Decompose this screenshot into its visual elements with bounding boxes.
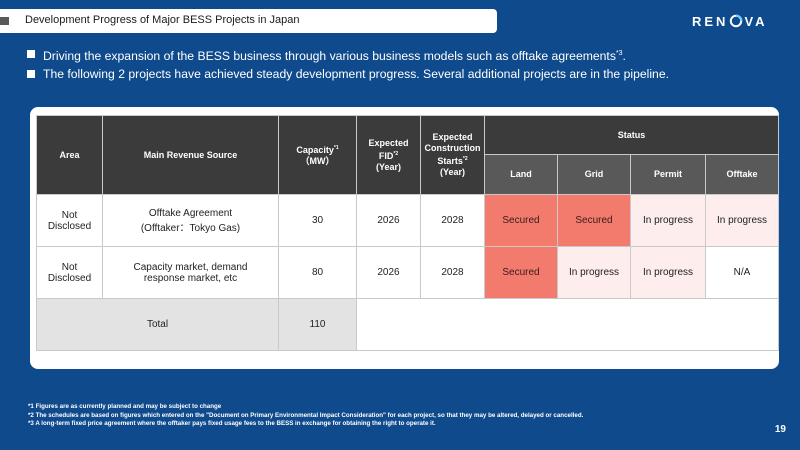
cell-capacity: 80: [278, 246, 357, 299]
cell-area: Not Disclosed: [36, 194, 103, 247]
bullet-text: Driving the expansion of the BESS busine…: [43, 49, 626, 64]
cell-fid: 2026: [356, 194, 421, 247]
header-land: Land: [484, 154, 558, 195]
footnote-1: *1 Figures are as currently planned and …: [28, 403, 222, 410]
logo-text-left: REN: [692, 13, 729, 29]
cell-permit: In progress: [630, 246, 706, 299]
footnote-2: *2 The schedules are based on figures wh…: [28, 411, 584, 419]
logo-text-right: VA: [744, 13, 768, 29]
cell-permit: In progress: [630, 194, 706, 247]
total-blank: [356, 298, 779, 351]
cell-land: Secured: [484, 194, 558, 247]
total-label: Total: [36, 298, 279, 351]
cell-revenue: Offtake Agreement (Offtaker：Tokyo Gas): [102, 194, 279, 247]
header-construction: Expected Construction Starts*2 (Year): [420, 115, 485, 195]
header-revenue: Main Revenue Source: [102, 115, 279, 195]
title-accent: [0, 17, 9, 25]
bullet-square-icon: [27, 50, 35, 58]
page-number: 19: [774, 424, 786, 435]
cell-offtake: In progress: [705, 194, 779, 247]
cell-land: Secured: [484, 246, 558, 299]
footnotes: *1 Figures are as currently planned and …: [28, 403, 583, 429]
header-status: Status: [484, 115, 779, 155]
bullet-item: Driving the expansion of the BESS busine…: [27, 46, 787, 64]
header-area: Area: [36, 115, 103, 195]
cell-offtake: N/A: [705, 246, 779, 299]
bullet-square-icon: [27, 70, 35, 79]
total-capacity: 110: [278, 298, 357, 351]
bullet-item: The following 2 projects have achieved s…: [27, 66, 787, 82]
header-grid: Grid: [557, 154, 631, 195]
bullet-list: Driving the expansion of the BESS busine…: [27, 46, 787, 84]
title-bar: Development Progress of Major BESS Proje…: [0, 9, 497, 33]
table-row: Not Disclosed Offtake Agreement (Offtaker：…: [36, 194, 779, 247]
cell-construction: 2028: [420, 194, 485, 247]
cell-grid: Secured: [557, 194, 631, 247]
projects-table: Area Main Revenue Source Capacity*1 （MW）…: [36, 115, 779, 351]
cell-area: Not Disclosed: [36, 246, 103, 299]
total-row: Total 110: [36, 298, 779, 351]
table-row: Not Disclosed Capacity market, demand resp…: [36, 246, 779, 299]
logo-o-mark-icon: [730, 14, 743, 28]
cell-construction: 2028: [420, 246, 485, 299]
table-panel: Area Main Revenue Source Capacity*1 （MW）…: [30, 107, 779, 369]
bullet-text: The following 2 projects have achieved s…: [43, 67, 669, 82]
page-title: Development Progress of Major BESS Proje…: [25, 14, 300, 26]
header-offtake: Offtake: [705, 154, 779, 195]
footnote-3: *3 A long-term fixed price agreement whe…: [28, 420, 436, 427]
renova-logo: REN VA: [692, 11, 768, 31]
cell-grid: In progress: [557, 246, 631, 299]
header-fid: Expected FID*2 (Year): [356, 115, 421, 195]
header-permit: Permit: [630, 154, 706, 195]
cell-fid: 2026: [356, 246, 421, 299]
header-capacity: Capacity*1 （MW）: [278, 115, 357, 195]
cell-revenue: Capacity market, demand response market, …: [102, 246, 279, 299]
cell-capacity: 30: [278, 194, 357, 247]
